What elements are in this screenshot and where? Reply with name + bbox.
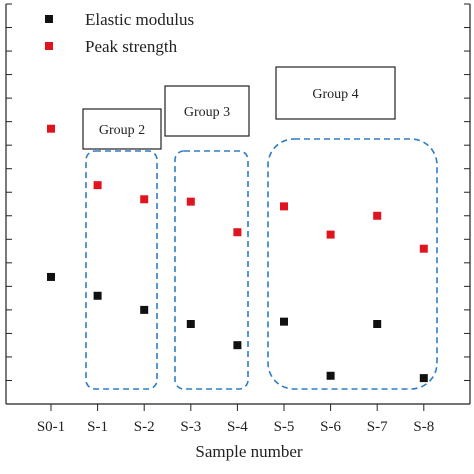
peak-strength-point bbox=[47, 124, 55, 133]
peak-strength-point bbox=[419, 244, 428, 253]
peak-strength-point bbox=[233, 228, 242, 237]
x-tick-label: S-4 bbox=[227, 419, 248, 435]
elastic-modulus-point bbox=[419, 374, 428, 383]
elastic-modulus-point bbox=[233, 341, 242, 350]
group-3-dashed-region bbox=[174, 150, 249, 390]
x-tick-label: S-5 bbox=[274, 419, 295, 435]
peak-strength-point bbox=[140, 195, 149, 204]
left-y-ticks bbox=[6, 3, 12, 405]
elastic-modulus-point bbox=[140, 305, 149, 314]
peak-strength-legend-marker bbox=[45, 42, 53, 50]
x-tick-label: S-7 bbox=[367, 419, 388, 435]
elastic-modulus-legend-label: Elastic modulus bbox=[85, 10, 194, 29]
group-3-label-box bbox=[164, 85, 250, 137]
peak-strength-point bbox=[373, 211, 382, 220]
x-tick-label: S-6 bbox=[320, 419, 341, 435]
x-tick-label: S-2 bbox=[134, 419, 155, 435]
x-tick-label: S-3 bbox=[180, 419, 201, 435]
legend: Elastic modulus Peak strength bbox=[45, 10, 194, 56]
peak-strength-point bbox=[326, 230, 335, 239]
elastic-modulus-point bbox=[93, 291, 102, 300]
x-axis-label: Sample number bbox=[195, 442, 303, 461]
elastic-modulus-point bbox=[47, 272, 55, 281]
group-4-label-box bbox=[275, 66, 396, 120]
peak-strength-legend-label: Peak strength bbox=[85, 37, 178, 56]
right-y-ticks bbox=[464, 3, 470, 405]
peak-strength-point bbox=[186, 197, 195, 206]
peak-strength-point bbox=[280, 202, 288, 211]
data-points bbox=[47, 124, 428, 383]
x-tick-label: S0-1 bbox=[37, 419, 65, 435]
group-2-label-box bbox=[82, 108, 162, 150]
x-tick-label: S-8 bbox=[413, 419, 434, 435]
x-tick-label: S-1 bbox=[87, 419, 108, 435]
group-boxes: Group 2 Group 3 Group 4 bbox=[82, 66, 438, 390]
x-ticks: S0-1 S-1 S-2 S-3 S-4 S-5 S-6 S-7 S-8 bbox=[37, 404, 434, 435]
elastic-modulus-point bbox=[373, 320, 382, 328]
elastic-modulus-legend-marker bbox=[45, 15, 53, 23]
elastic-modulus-point bbox=[280, 317, 288, 326]
group-3-label: Group 3 bbox=[184, 105, 230, 120]
plot-frame bbox=[5, 4, 471, 405]
group-2-label: Group 2 bbox=[99, 123, 145, 138]
elastic-modulus-point bbox=[326, 371, 335, 380]
group-4-dashed-region bbox=[267, 138, 438, 390]
group-4-label: Group 4 bbox=[312, 87, 358, 102]
peak-strength-point bbox=[93, 181, 102, 190]
elastic-modulus-point bbox=[186, 320, 195, 328]
